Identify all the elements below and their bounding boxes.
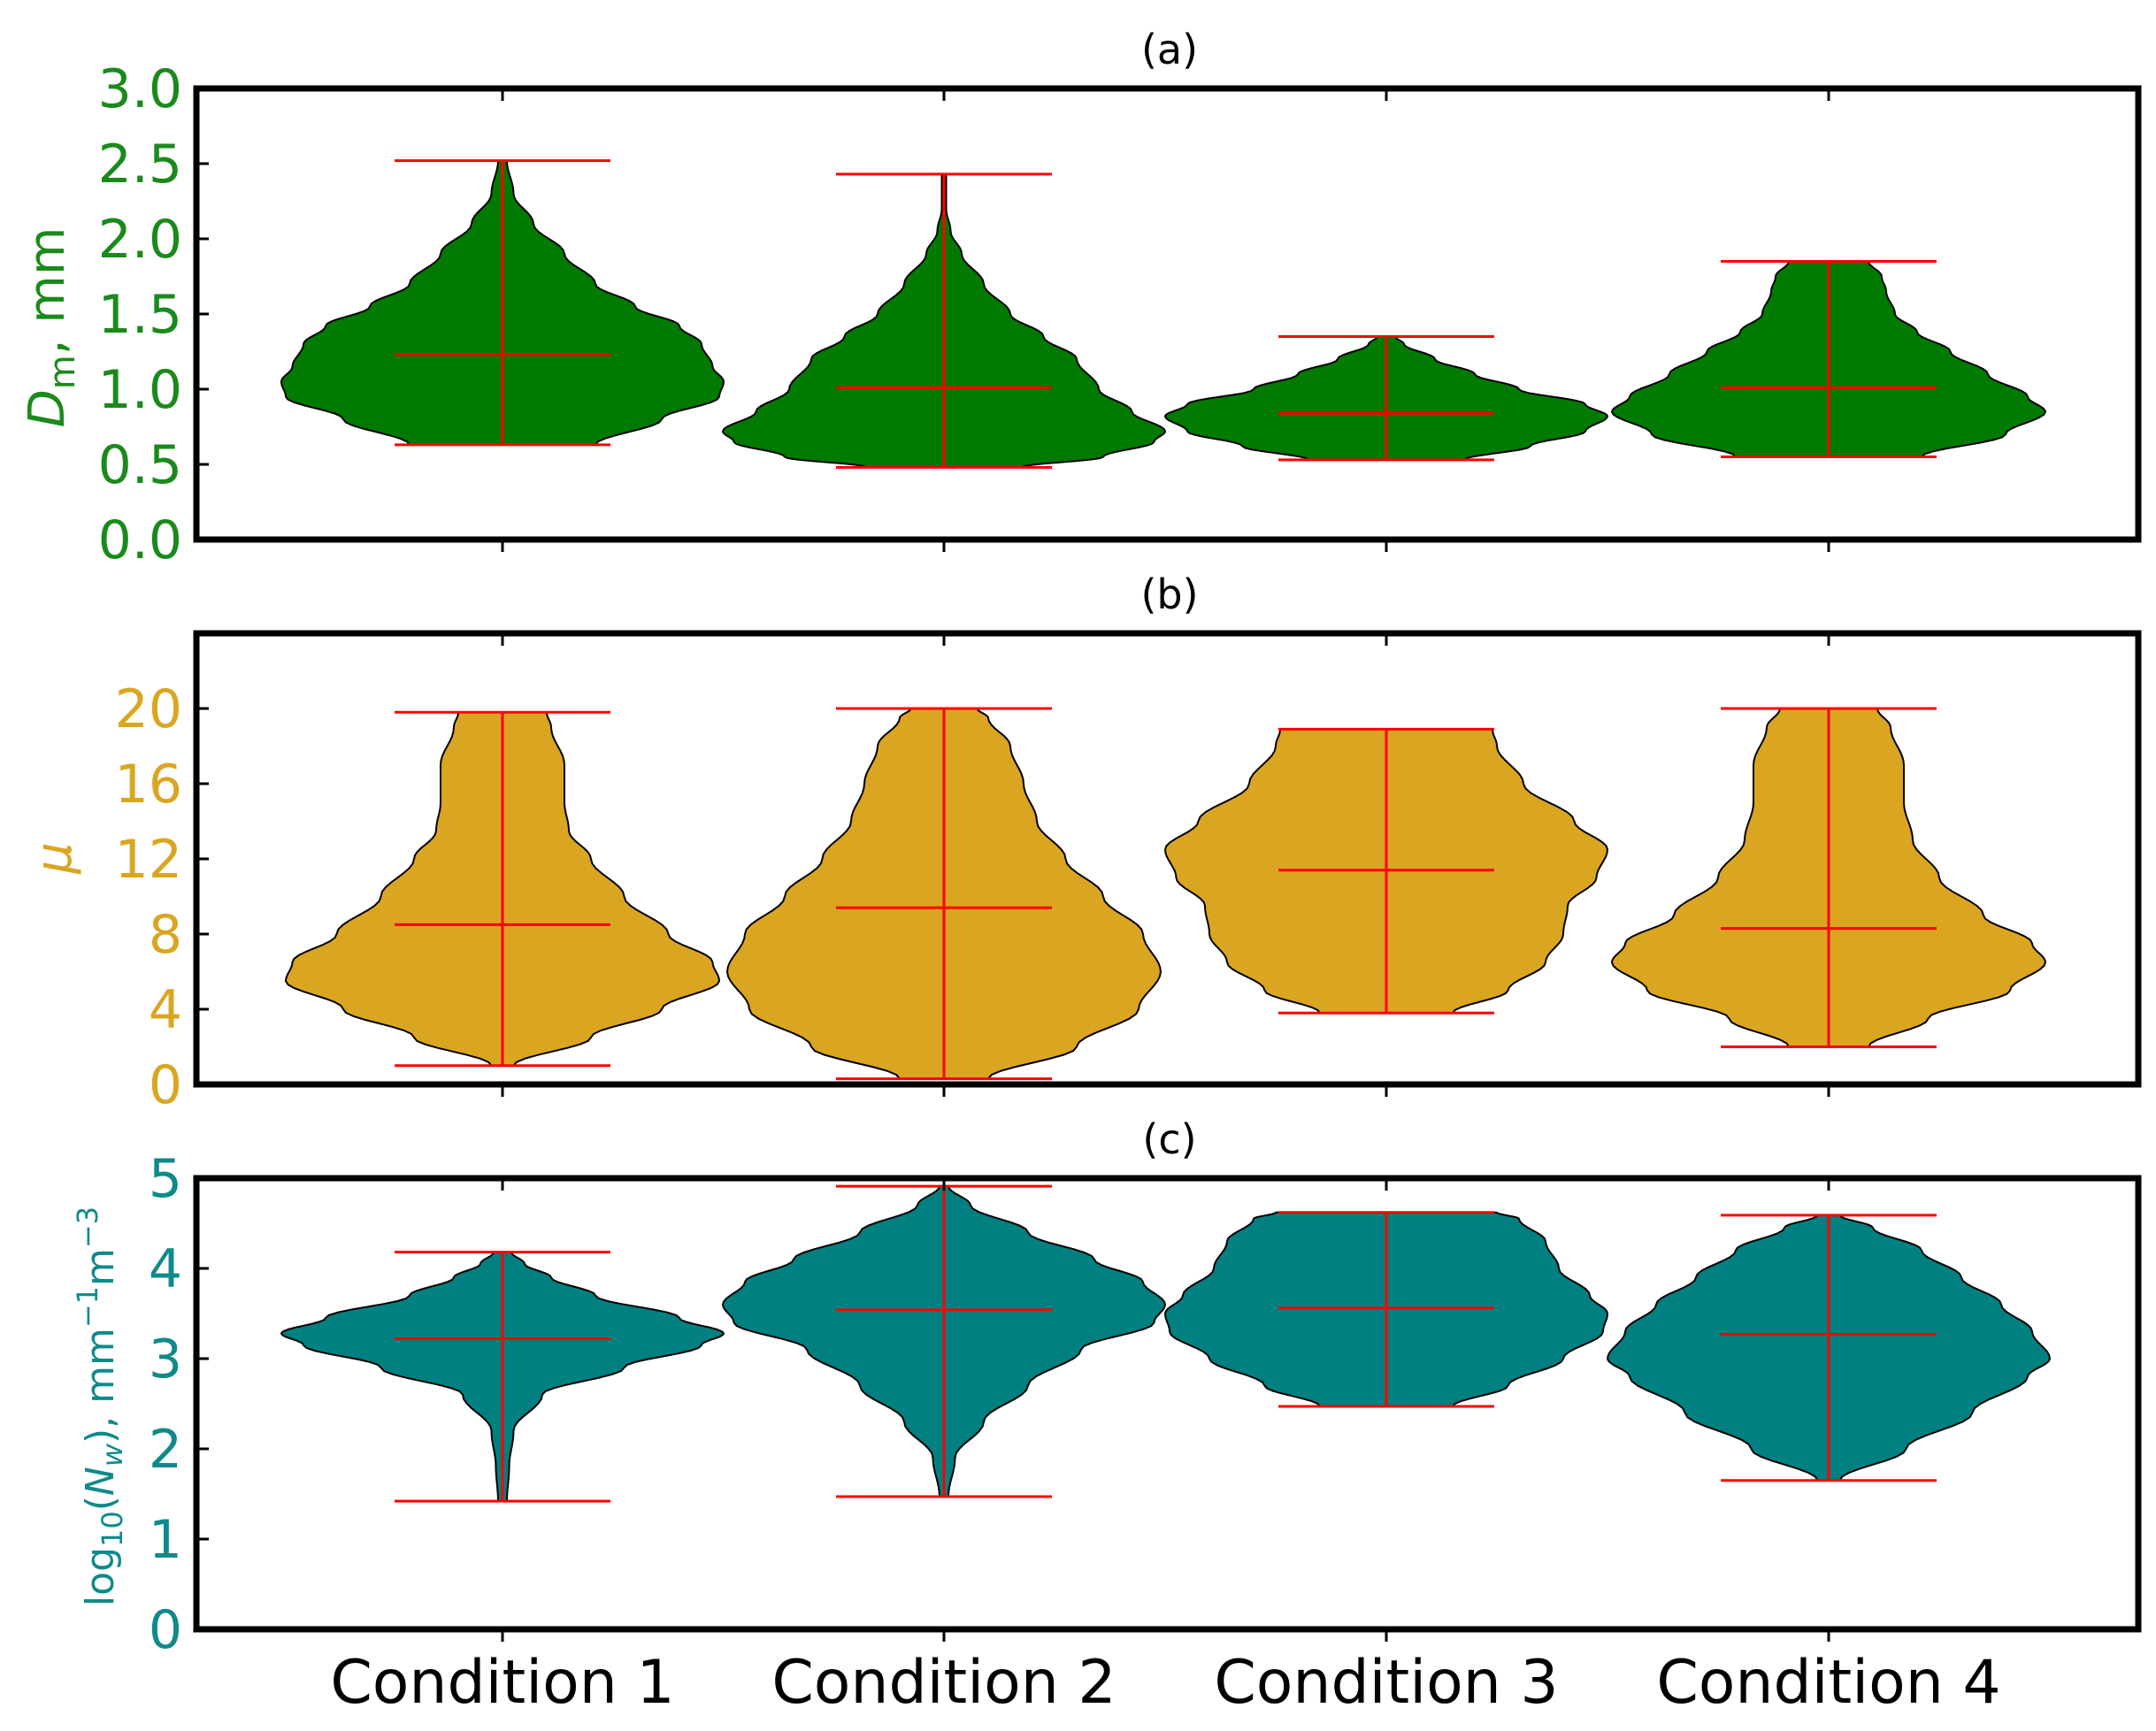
panel-b-ylabel: μ xyxy=(26,842,83,875)
panel-a-violins xyxy=(280,159,2047,469)
y-tick-label: 3 xyxy=(149,1329,182,1390)
y-tick-label: 1.0 xyxy=(98,359,182,421)
panel-c-frame xyxy=(193,1175,2142,1633)
y-tick-label: 16 xyxy=(115,754,182,816)
y-tick-label: 3.0 xyxy=(98,58,182,120)
y-tick-label: 0.0 xyxy=(98,509,182,571)
panel-b-violins xyxy=(284,707,2047,1081)
y-tick-label: 0.5 xyxy=(98,434,182,496)
panel-c-nw: (c) 0 1 2 3 4 5 log10(Nw), mm−1m−3 xyxy=(71,1115,2142,1661)
panel-b-mu: (b) 0 4 8 12 16 20 μ xyxy=(26,571,2142,1116)
y-tick-label: 1 xyxy=(149,1509,182,1571)
y-tick-label: 2.5 xyxy=(98,134,182,195)
x-category-labels: Condition 1 Condition 2 Condition 3 Conditi… xyxy=(330,1648,2000,1718)
panel-a-ylabel: Dm, mm xyxy=(19,227,83,428)
y-tick-label: 1.5 xyxy=(98,284,182,346)
y-tick-label: 0 xyxy=(149,1054,182,1116)
panel-c-x-ticks xyxy=(501,1178,1830,1642)
category-label-2: Condition 2 xyxy=(771,1648,1116,1718)
panel-b-ylabel-text: μ xyxy=(26,842,83,875)
panel-a-title: (a) xyxy=(1141,26,1198,73)
panel-a-frame xyxy=(193,85,2142,543)
panel-b-y-axis: 0 4 8 12 16 20 xyxy=(115,678,209,1116)
y-tick-label: 2.0 xyxy=(98,209,182,271)
panel-b-title: (b) xyxy=(1140,571,1198,618)
panel-b-frame xyxy=(193,630,2142,1088)
panel-c-ylabel: log10(Nw), mm−1m−3 xyxy=(71,1206,129,1606)
y-tick-label: 0 xyxy=(149,1599,182,1661)
y-tick-label: 4 xyxy=(149,1238,182,1300)
category-label-1: Condition 1 xyxy=(330,1648,674,1718)
y-tick-label: 4 xyxy=(149,979,182,1041)
category-label-4: Condition 4 xyxy=(1656,1648,2000,1718)
category-label-3: Condition 3 xyxy=(1214,1648,1558,1718)
y-tick-label: 20 xyxy=(115,678,182,740)
y-tick-label: 2 xyxy=(149,1419,182,1481)
panel-c-title: (c) xyxy=(1142,1115,1196,1163)
panel-c-y-axis: 0 1 2 3 4 5 xyxy=(149,1148,209,1661)
y-tick-label: 5 xyxy=(149,1148,182,1210)
panel-a-ylabel-text: Dm, mm xyxy=(19,227,83,428)
panel-a-dm: (a) 0.0 0.5 1.0 1.5 2.0 2.5 3.0 Dm, mm xyxy=(19,26,2142,571)
y-tick-label: 8 xyxy=(149,904,182,966)
panel-a-x-ticks xyxy=(501,88,1830,552)
panel-c-violins xyxy=(280,1184,2052,1503)
panel-c-ylabel-text: log10(Nw), mm−1m−3 xyxy=(71,1206,129,1606)
panel-a-y-axis: 0.0 0.5 1.0 1.5 2.0 2.5 3.0 xyxy=(98,58,209,571)
y-tick-label: 12 xyxy=(115,829,182,891)
panel-b-x-ticks xyxy=(501,633,1830,1097)
